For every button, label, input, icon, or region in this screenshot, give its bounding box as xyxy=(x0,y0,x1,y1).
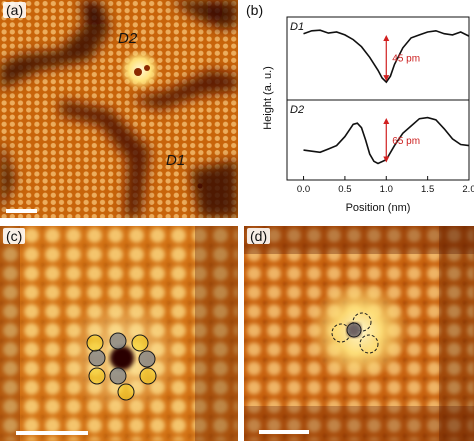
panel-label-d: (d) xyxy=(247,228,271,244)
defect-label-d2: D2 xyxy=(118,30,138,47)
height-profile-chart: 0.0 0.5 1.0 1.5 2.0 Position (nm) Height (a. u… xyxy=(240,0,474,225)
x-tick-label: 1.5 xyxy=(421,184,434,195)
series-label-d1: D1 xyxy=(290,21,304,33)
profile-line-d2 xyxy=(303,116,470,165)
x-tick-label: 0.0 xyxy=(297,184,310,195)
depth-annotation-d1: 45 pm xyxy=(392,54,420,65)
scale-bar-a xyxy=(6,209,37,213)
arrow-head-bottom xyxy=(383,75,390,82)
defect-label-d1: D1 xyxy=(166,152,185,169)
arrow-head-top xyxy=(383,35,390,41)
arrow-head-bottom xyxy=(383,156,390,163)
scale-bar-d xyxy=(259,430,309,434)
scale-bar-c xyxy=(16,431,88,435)
depth-annotation-d2: 65 pm xyxy=(392,136,420,147)
stm-image-d: (d) xyxy=(244,226,474,441)
arrow-head-top xyxy=(383,118,390,124)
plot-frame-1 xyxy=(286,16,470,101)
x-tick-label: 2.0 xyxy=(462,184,474,195)
panel-label-a: (a) xyxy=(3,2,27,18)
x-axis-label: Position (nm) xyxy=(346,202,411,214)
panel-label-b: (b) xyxy=(243,2,267,18)
stm-image-a: D2 D1 (a) xyxy=(0,0,238,218)
panel-label-c: (c) xyxy=(3,228,26,244)
profile-line-d1 xyxy=(303,29,470,84)
y-axis-label: Height (a. u.) xyxy=(262,66,274,130)
x-tick-label: 1.0 xyxy=(380,184,393,195)
series-label-d2: D2 xyxy=(290,104,304,116)
x-tick-label: 0.5 xyxy=(338,184,351,195)
plot-frame-2 xyxy=(286,99,470,181)
stm-image-c: (c) xyxy=(0,226,238,441)
